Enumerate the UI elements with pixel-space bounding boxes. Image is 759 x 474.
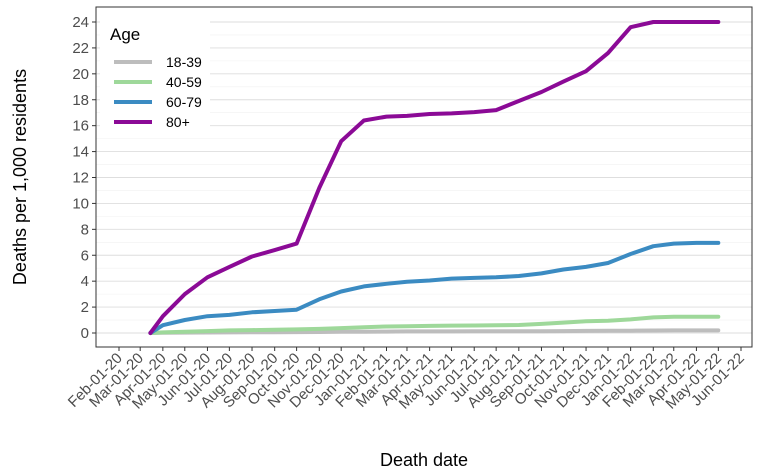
legend-background (100, 20, 210, 138)
legend: Age 18-39 40-59 60-79 80+ (100, 20, 210, 138)
legend-title: Age (110, 25, 140, 44)
legend-label: 80+ (166, 114, 190, 130)
series-line-40-59 (148, 314, 721, 335)
series-line-18-39 (148, 328, 721, 335)
y-tick-label: 14 (72, 144, 89, 161)
y-tick-label: 24 (72, 14, 89, 31)
y-tick-label: 2 (81, 299, 89, 316)
legend-label: 60-79 (166, 94, 202, 110)
y-tick-label: 12 (72, 170, 89, 187)
x-axis-title: Death date (380, 450, 468, 470)
series-lines (148, 20, 721, 335)
y-tick-label: 0 (81, 325, 89, 342)
y-tick-label: 20 (72, 66, 89, 83)
y-tick-label: 10 (72, 195, 89, 212)
legend-label: 18-39 (166, 54, 202, 70)
y-tick-label: 22 (72, 40, 89, 57)
x-axis: Feb-01-20Mar-01-20Apr-01-20May-01-20Jun-… (65, 347, 748, 413)
legend-label: 40-59 (166, 74, 202, 90)
y-tick-label: 4 (81, 273, 89, 290)
y-tick-label: 8 (81, 221, 89, 238)
plot-border (95, 6, 753, 348)
y-tick-label: 6 (81, 247, 89, 264)
y-tick-label: 18 (72, 92, 89, 109)
series-line-80+ (148, 20, 721, 335)
y-tick-label: 16 (72, 118, 89, 135)
y-axis-title: Deaths per 1,000 residents (10, 69, 30, 285)
series-line-60-79 (148, 240, 721, 335)
